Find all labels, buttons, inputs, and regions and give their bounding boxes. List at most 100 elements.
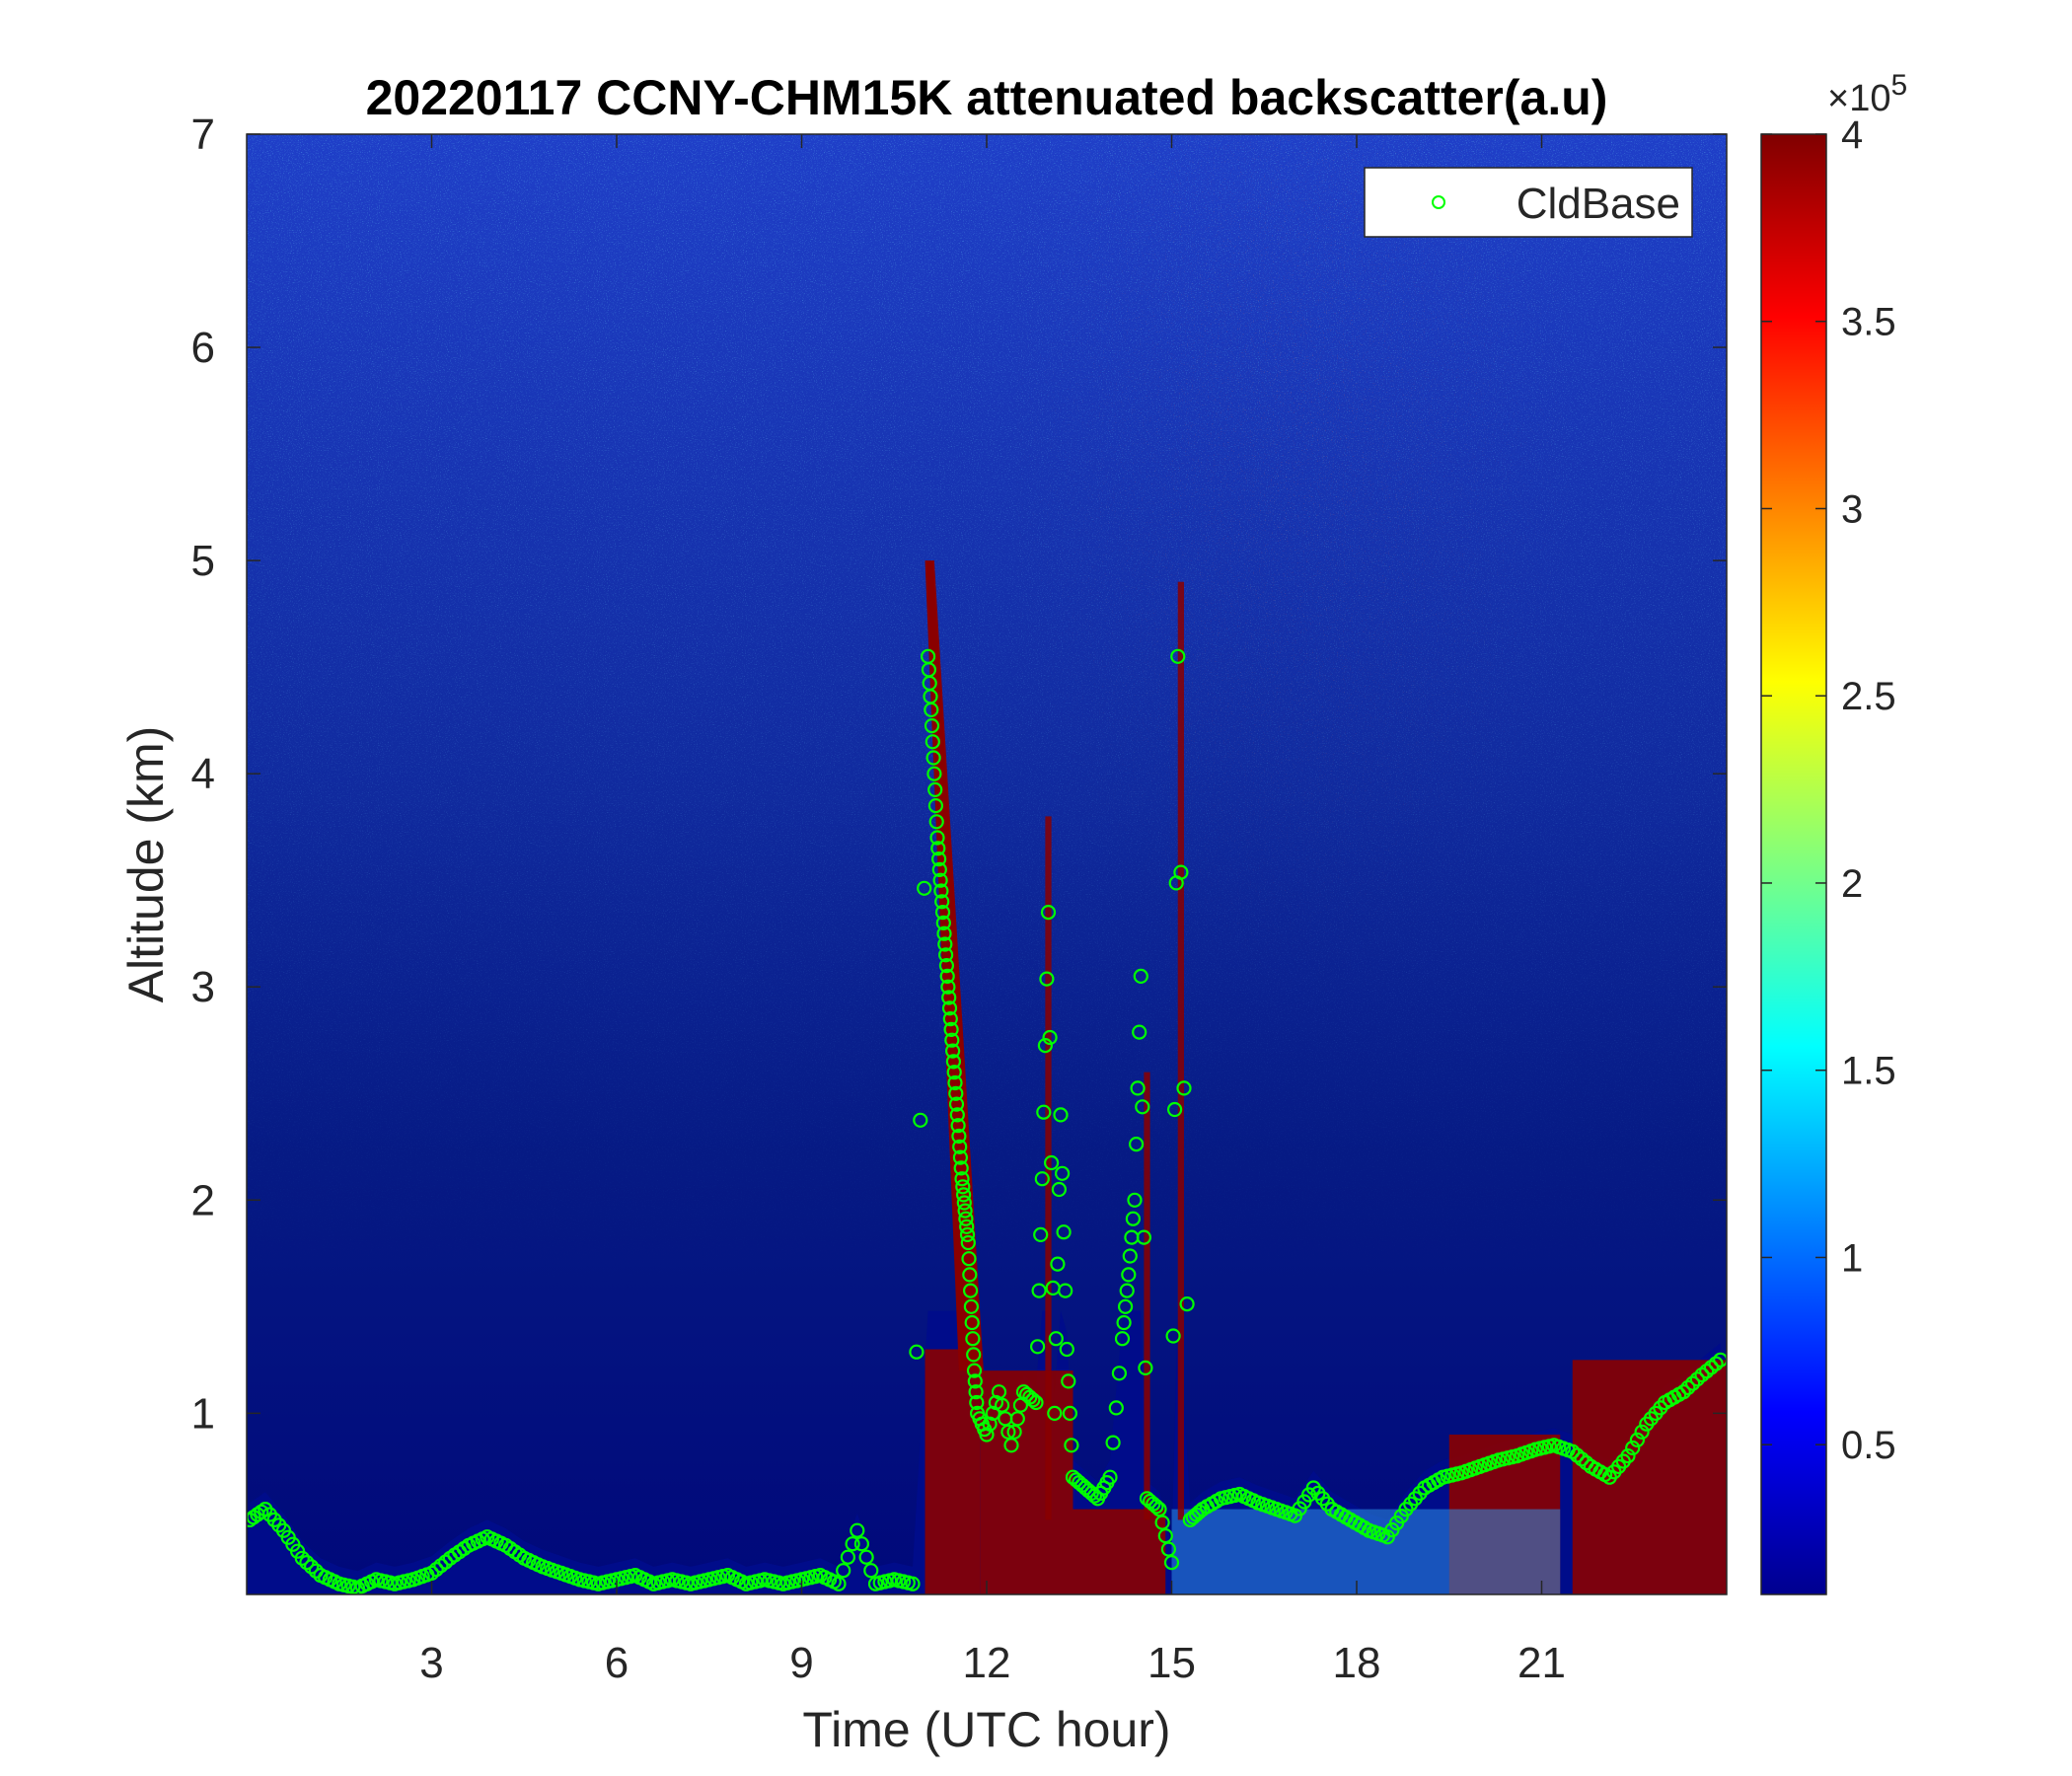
cldbase-point <box>1039 971 1055 987</box>
cldbase-point <box>943 1021 959 1038</box>
cldbase-point <box>1009 1411 1025 1427</box>
cldbase-point <box>948 1096 965 1112</box>
cldbase-point <box>941 1000 958 1016</box>
cldbase-point <box>1689 1371 1705 1387</box>
x-tick-label: 18 <box>1333 1639 1381 1687</box>
cldbase-point <box>1708 1356 1724 1371</box>
cldbase-point <box>934 904 951 921</box>
cldbase-point <box>962 1267 978 1283</box>
cldbase-point <box>968 1384 984 1400</box>
legend-marker-cldbase <box>1432 195 1445 209</box>
x-axis-label: Time (UTC hour) <box>802 1702 1170 1757</box>
cldbase-point <box>933 883 949 899</box>
colorbar-exponent: 5 <box>1890 69 1907 102</box>
cldbase-point <box>1136 1229 1152 1245</box>
y-tick-label: 1 <box>191 1389 215 1438</box>
y-axis: 1 2 3 4 5 6 7 <box>191 111 1727 1438</box>
cldbase-point <box>1125 1211 1142 1226</box>
x-tick-label: 9 <box>789 1639 813 1687</box>
colorbar-tick-label: 3 <box>1841 487 1863 531</box>
cldbase-point <box>925 734 940 750</box>
cldbase-point <box>1056 1224 1072 1240</box>
y-tick-label: 7 <box>191 111 215 159</box>
cldbase-point <box>985 1405 1000 1422</box>
cldbase-point <box>1157 1527 1173 1544</box>
cldbase-point <box>1062 1405 1078 1422</box>
colorbar-tick-label: 2.5 <box>1841 675 1896 718</box>
cldbase-point <box>1160 1541 1177 1557</box>
cldbase-point <box>937 947 954 963</box>
cldbase-point <box>1048 1331 1064 1347</box>
cldbase-point <box>1121 1267 1137 1283</box>
cldbase-point <box>966 1363 983 1378</box>
cldbase-point <box>934 894 950 910</box>
cldbase-point <box>1040 904 1057 921</box>
cldbase-point <box>1634 1424 1650 1440</box>
cldbase-point <box>1148 1499 1164 1515</box>
cldbase-point <box>938 957 955 974</box>
cldbase-point <box>1625 1440 1641 1456</box>
cldbase-point <box>1061 1373 1076 1389</box>
cldbase-point <box>951 1128 967 1145</box>
cldbase-point <box>955 1187 972 1203</box>
cloud-base-points <box>247 648 1727 1594</box>
cldbase-point <box>967 1373 983 1389</box>
colorbar-ticks: 0.5 1 1.5 2 2.5 3 3.5 4 <box>1761 113 1896 1467</box>
cldbase-point <box>927 797 944 814</box>
cldbase-point <box>962 1283 979 1298</box>
cldbase-point <box>955 1179 971 1195</box>
cldbase-point <box>1122 1248 1138 1264</box>
cldbase-point <box>982 1416 998 1432</box>
cldbase-point <box>957 1203 973 1219</box>
cldbase-point <box>929 830 945 846</box>
cldbase-point <box>1036 1104 1052 1120</box>
plot-area <box>247 134 1727 1594</box>
cldbase-point <box>1713 1352 1727 1368</box>
cldbase-point <box>1119 1283 1135 1298</box>
cldbase-point <box>1629 1432 1646 1448</box>
cldbase-point <box>994 1397 1010 1413</box>
cldbase-point <box>858 1549 874 1565</box>
cldbase-point <box>948 1085 964 1101</box>
cldbase-point <box>294 1550 310 1566</box>
cldbase-point <box>1133 968 1148 985</box>
y-tick-label: 2 <box>191 1176 215 1224</box>
cldbase-point <box>1176 1080 1192 1096</box>
cldbase-point <box>1138 1360 1153 1376</box>
cldbase-point <box>965 1331 981 1347</box>
cldbase-point <box>1132 1024 1147 1040</box>
vertical-streak-2 <box>1177 581 1184 1520</box>
cldbase-point <box>1051 1181 1068 1198</box>
colorbar-tick-label: 4 <box>1841 113 1863 157</box>
x-tick-label: 6 <box>605 1639 629 1687</box>
cldbase-point <box>1154 1515 1170 1530</box>
cldbase-point <box>1053 1107 1069 1123</box>
cldbase-point <box>937 936 953 952</box>
cldbase-point <box>930 841 946 856</box>
cldbase-point <box>1151 1501 1167 1517</box>
cldbase-point <box>1006 1424 1022 1440</box>
cldbase-point <box>959 1226 976 1243</box>
cldbase-point <box>930 851 947 867</box>
cldbase-point <box>1025 1392 1041 1408</box>
cldbase-point <box>942 1010 958 1027</box>
cldbase-point <box>1037 1037 1054 1054</box>
cldbase-point <box>947 1074 963 1091</box>
cldbase-point <box>1033 1226 1049 1243</box>
y-tick-label: 5 <box>191 537 215 585</box>
colorbar-tick-label: 3.5 <box>1841 301 1896 344</box>
cldbase-point <box>966 1347 982 1363</box>
cldbase-point <box>954 1171 970 1187</box>
cldbase-point <box>960 1234 976 1251</box>
cldbase-point <box>944 1032 960 1048</box>
cldbase-point <box>1165 1328 1181 1344</box>
cldbase-point <box>1128 1136 1145 1152</box>
cldbase-point <box>1166 1101 1183 1118</box>
cldbase-point <box>1028 1394 1044 1411</box>
colorbar-tick-label: 1 <box>1841 1236 1863 1280</box>
colorbar: 0.5 1 1.5 2 2.5 3 3.5 4 ×105 <box>1760 69 1907 1595</box>
cldbase-point <box>299 1554 315 1571</box>
vertical-streak-1 <box>1144 1072 1150 1520</box>
cldbase-point <box>946 1065 962 1080</box>
cldbase-point <box>1135 1099 1150 1115</box>
